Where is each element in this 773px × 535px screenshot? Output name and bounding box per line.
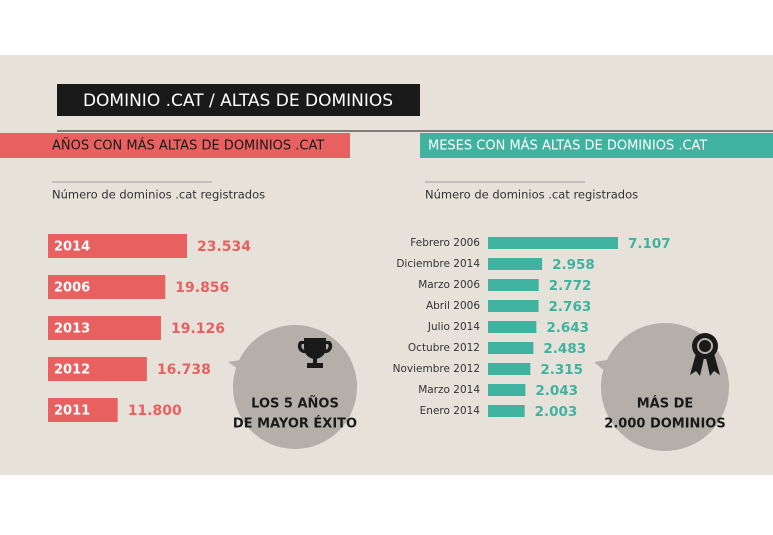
bubble-text: LOS 5 AÑOS	[251, 396, 339, 412]
category-label: 2011	[54, 404, 90, 419]
chart-subtitle: Número de dominios .cat registrados	[425, 188, 638, 202]
bubble-text: 2.000 DOMINIOS	[604, 417, 725, 432]
category-label: Marzo 2006	[418, 279, 480, 291]
category-label: Julio 2014	[427, 321, 480, 333]
bar	[488, 279, 539, 291]
category-label: 2013	[54, 322, 90, 337]
bar	[48, 234, 187, 258]
bar	[488, 384, 526, 396]
bar	[48, 357, 147, 381]
trophy-icon	[297, 338, 333, 368]
value-label: 2.003	[535, 404, 578, 420]
chart-subtitle: Número de dominios .cat registrados	[52, 188, 265, 202]
title-box	[57, 84, 420, 116]
value-label: 19.856	[175, 280, 229, 296]
chart-title: MESES CON MÁS ALTAS DE DOMINIOS .CAT	[428, 138, 707, 154]
category-label: Octubre 2012	[408, 342, 480, 354]
category-label: 2012	[54, 363, 90, 378]
left-bubble	[233, 325, 357, 449]
category-label: Febrero 2006	[410, 237, 480, 249]
value-label: 23.534	[197, 239, 251, 255]
value-label: 19.126	[171, 321, 225, 337]
category-label: Marzo 2014	[418, 384, 480, 396]
value-label: 2.772	[549, 278, 592, 294]
value-label: 11.800	[128, 403, 182, 419]
bubble-text: DE MAYOR ÉXITO	[233, 416, 357, 432]
bar	[488, 363, 531, 375]
value-label: 2.315	[540, 362, 583, 378]
left-band	[0, 133, 350, 158]
chart-title: AÑOS CON MÁS ALTAS DE DOMINIOS .CAT	[52, 138, 324, 154]
bubble-text: MÁS DE	[637, 396, 694, 412]
medal-icon	[690, 333, 720, 376]
category-label: 2014	[54, 240, 90, 255]
bar	[488, 321, 537, 333]
value-label: 16.738	[157, 362, 211, 378]
value-label: 2.763	[549, 299, 592, 315]
value-label: 7.107	[628, 236, 671, 252]
page-title: DOMINIO .CAT / ALTAS DE DOMINIOS	[83, 91, 393, 111]
category-label: Abril 2006	[426, 300, 480, 312]
value-label: 2.043	[535, 383, 578, 399]
category-label: Enero 2014	[420, 405, 481, 417]
value-label: 2.958	[552, 257, 595, 273]
bar	[48, 398, 118, 422]
category-label: 2006	[54, 281, 90, 296]
value-label: 2.643	[546, 320, 589, 336]
bar	[488, 342, 534, 354]
right-bubble-tail	[594, 360, 608, 374]
category-label: Diciembre 2014	[396, 258, 480, 270]
category-label: Noviembre 2012	[393, 363, 480, 375]
value-label: 2.483	[543, 341, 586, 357]
bar	[48, 316, 161, 340]
bar	[488, 237, 618, 249]
bar	[48, 275, 166, 299]
bar	[488, 300, 539, 312]
bar	[488, 405, 525, 417]
left-bubble-tail	[228, 360, 242, 372]
bar	[488, 258, 543, 270]
right-band	[420, 133, 773, 158]
